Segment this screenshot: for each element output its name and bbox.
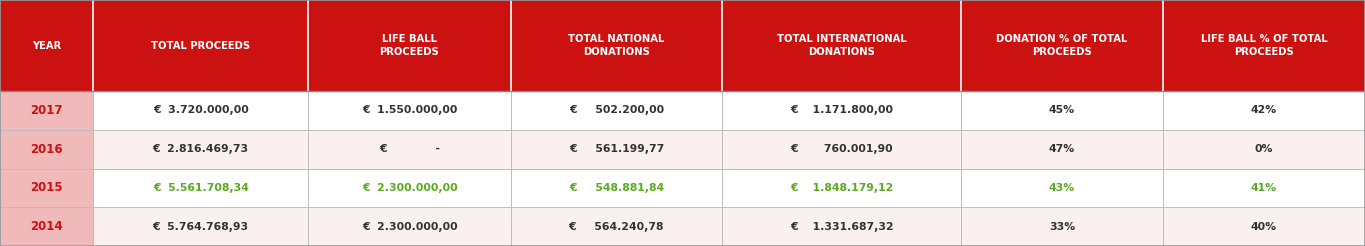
Text: 2017: 2017 [30, 104, 63, 117]
Text: €     564.240,78: € 564.240,78 [569, 222, 663, 232]
Bar [0, 130, 93, 169]
Bar [722, 130, 961, 169]
Bar [511, 207, 722, 246]
Text: TOTAL INTERNATIONAL
DONATIONS: TOTAL INTERNATIONAL DONATIONS [777, 34, 906, 57]
Bar [308, 130, 511, 169]
Bar [1163, 169, 1365, 207]
Text: 45%: 45% [1048, 105, 1076, 115]
Text: 47%: 47% [1048, 144, 1076, 154]
Text: €     561.199,77: € 561.199,77 [569, 144, 663, 154]
Text: €  3.720.000,00: € 3.720.000,00 [153, 105, 248, 115]
Text: €  1.550.000,00: € 1.550.000,00 [362, 105, 457, 115]
Bar [308, 169, 511, 207]
Text: LIFE BALL
PROCEEDS: LIFE BALL PROCEEDS [379, 34, 440, 57]
Bar [961, 0, 1163, 91]
Bar [1163, 207, 1365, 246]
Text: 43%: 43% [1048, 183, 1076, 193]
Text: €  2.816.469,73: € 2.816.469,73 [153, 144, 248, 154]
Bar [1163, 130, 1365, 169]
Text: €  5.764.768,93: € 5.764.768,93 [153, 222, 248, 232]
Text: TOTAL NATIONAL
DONATIONS: TOTAL NATIONAL DONATIONS [568, 34, 665, 57]
Text: 2015: 2015 [30, 181, 63, 194]
Bar [0, 169, 93, 207]
Bar [93, 207, 308, 246]
Bar [0, 91, 93, 130]
Text: 2014: 2014 [30, 220, 63, 233]
Text: €     502.200,00: € 502.200,00 [569, 105, 663, 115]
Bar [722, 0, 961, 91]
Bar [511, 0, 722, 91]
Text: YEAR: YEAR [31, 41, 61, 50]
Bar [511, 91, 722, 130]
Bar [511, 130, 722, 169]
Text: 40%: 40% [1250, 222, 1278, 232]
Text: €    1.848.179,12: € 1.848.179,12 [790, 183, 893, 193]
Bar [961, 169, 1163, 207]
Bar [0, 0, 93, 91]
Bar [1163, 91, 1365, 130]
Text: DONATION % OF TOTAL
PROCEEDS: DONATION % OF TOTAL PROCEEDS [996, 34, 1127, 57]
Text: 33%: 33% [1048, 222, 1076, 232]
Text: €  2.300.000,00: € 2.300.000,00 [362, 183, 457, 193]
Bar [961, 207, 1163, 246]
Bar [93, 0, 308, 91]
Bar [722, 169, 961, 207]
Bar [93, 91, 308, 130]
Text: 0%: 0% [1254, 144, 1274, 154]
Bar [308, 0, 511, 91]
Text: €  2.300.000,00: € 2.300.000,00 [362, 222, 457, 232]
Text: €             -: € - [379, 144, 440, 154]
Bar [1163, 0, 1365, 91]
Bar [722, 91, 961, 130]
Text: €     548.881,84: € 548.881,84 [569, 183, 663, 193]
Text: €  5.561.708,34: € 5.561.708,34 [153, 183, 248, 193]
Bar [961, 91, 1163, 130]
Bar [308, 207, 511, 246]
Text: TOTAL PROCEEDS: TOTAL PROCEEDS [152, 41, 250, 50]
Text: LIFE BALL % OF TOTAL
PROCEEDS: LIFE BALL % OF TOTAL PROCEEDS [1201, 34, 1327, 57]
Bar [0, 207, 93, 246]
Bar [308, 91, 511, 130]
Bar [961, 130, 1163, 169]
Text: €       760.001,90: € 760.001,90 [790, 144, 893, 154]
Bar [93, 169, 308, 207]
Bar [722, 207, 961, 246]
Bar [511, 169, 722, 207]
Text: 2016: 2016 [30, 143, 63, 156]
Text: 41%: 41% [1250, 183, 1278, 193]
Text: €    1.331.687,32: € 1.331.687,32 [790, 222, 893, 232]
Text: 42%: 42% [1250, 105, 1278, 115]
Bar [93, 130, 308, 169]
Text: €    1.171.800,00: € 1.171.800,00 [790, 105, 893, 115]
